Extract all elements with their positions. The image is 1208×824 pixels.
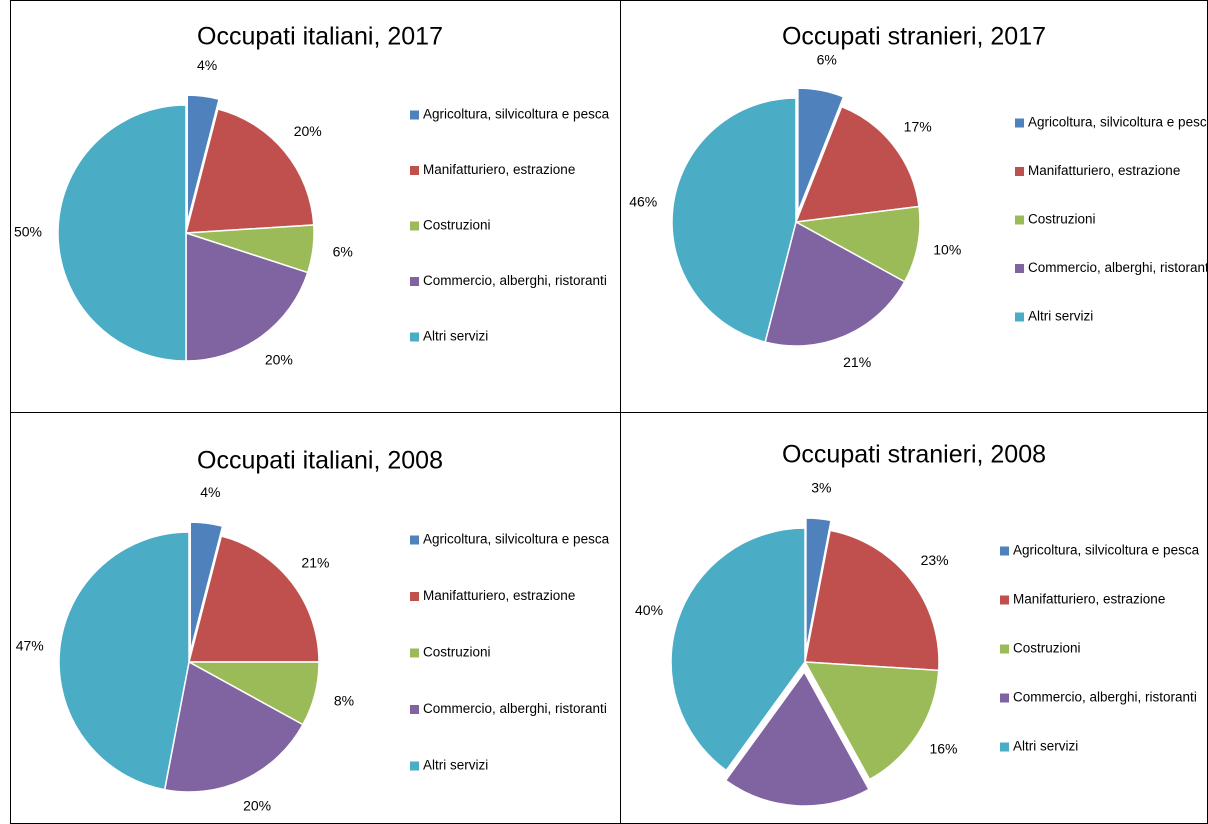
legend-label: Manifatturiero, estrazione xyxy=(1013,592,1165,607)
legend-swatch xyxy=(1015,167,1024,176)
legend-swatch xyxy=(410,221,419,231)
data-label: 47% xyxy=(16,638,44,654)
pie-slice xyxy=(793,205,921,283)
data-label: 40% xyxy=(635,602,663,618)
pie-slice xyxy=(188,535,320,663)
legend-label: Agricoltura, silvicoltura e pesca xyxy=(423,107,610,122)
legend-label: Costruzioni xyxy=(1013,641,1081,656)
pie-slice xyxy=(724,670,870,807)
legend-label: Altri servizi xyxy=(423,758,488,773)
pie-slice xyxy=(163,660,304,793)
legend-label: Commercio, alberghi, ristoranti xyxy=(423,701,607,716)
pie-slice xyxy=(57,104,187,362)
legend-label: Manifatturiero, estrazione xyxy=(423,588,575,603)
legend-swatch xyxy=(410,332,419,342)
legend-label: Altri servizi xyxy=(423,329,488,344)
legend-label: Agricoltura, silvicoltura e pesca xyxy=(423,532,610,547)
legend-label: Altri servizi xyxy=(1013,739,1078,754)
pie-slice xyxy=(670,527,806,772)
pie-slice xyxy=(804,529,940,672)
pie-slice xyxy=(58,531,190,791)
legend-swatch xyxy=(1015,118,1024,128)
legend-swatch xyxy=(410,705,419,714)
pie-slice xyxy=(805,517,832,653)
data-label: 8% xyxy=(334,692,354,708)
data-label: 6% xyxy=(817,52,837,68)
data-label: 6% xyxy=(333,244,353,260)
data-label: 4% xyxy=(197,57,217,73)
data-label: 23% xyxy=(921,552,949,568)
legend-label: Costruzioni xyxy=(423,645,491,660)
legend-label: Agricoltura, silvicoltura e pesca xyxy=(1028,115,1208,130)
data-label: 3% xyxy=(811,479,831,495)
legend-swatch xyxy=(410,277,419,286)
legend-swatch xyxy=(410,592,419,601)
data-label: 50% xyxy=(14,224,42,240)
chart-title: Occupati italiani, 2017 xyxy=(197,23,443,51)
legend-label: Commercio, alberghi, ristoranti xyxy=(1028,260,1208,275)
legend-swatch xyxy=(1000,693,1009,703)
legend-swatch xyxy=(1015,312,1024,322)
legend-swatch xyxy=(410,761,419,771)
legend-swatch xyxy=(1000,742,1009,752)
data-label: 16% xyxy=(929,741,957,757)
data-label: 21% xyxy=(843,354,871,370)
chart-title: Occupati italiani, 2008 xyxy=(197,447,443,475)
data-label: 21% xyxy=(301,555,329,571)
legend-swatch xyxy=(1015,215,1024,225)
chart-title: Occupati stranieri, 2017 xyxy=(782,23,1046,51)
pie-slice xyxy=(803,661,940,781)
legend-label: Costruzioni xyxy=(423,218,491,233)
pie-slice xyxy=(794,105,920,223)
legend-swatch xyxy=(1000,595,1009,605)
pie-slice xyxy=(185,108,315,234)
data-label: 10% xyxy=(933,242,961,258)
pie-slice xyxy=(189,521,224,653)
legend-label: Commercio, alberghi, ristoranti xyxy=(1013,690,1197,705)
legend-swatch xyxy=(1015,264,1024,273)
legend-label: Manifatturiero, estrazione xyxy=(423,162,575,177)
data-label: 17% xyxy=(904,118,932,134)
pie-slice xyxy=(185,231,309,362)
data-label: 4% xyxy=(200,484,220,500)
legend-label: Commercio, alberghi, ristoranti xyxy=(423,273,607,288)
data-label: 20% xyxy=(294,123,322,139)
legend-swatch xyxy=(410,535,419,545)
chart-title: Occupati stranieri, 2008 xyxy=(782,441,1046,469)
pie-slice xyxy=(671,97,797,344)
data-label: 20% xyxy=(243,797,271,813)
legend-label: Manifatturiero, estrazione xyxy=(1028,163,1180,178)
data-label: 46% xyxy=(629,193,657,209)
legend-swatch xyxy=(1000,546,1009,556)
legend-swatch xyxy=(410,648,419,658)
legend-label: Agricoltura, silvicoltura e pesca xyxy=(1013,543,1200,558)
pie-slice xyxy=(797,87,845,213)
data-label: 20% xyxy=(265,352,293,368)
pie-slice xyxy=(186,94,220,224)
legend-label: Altri servizi xyxy=(1028,309,1093,324)
pie-slice xyxy=(764,220,906,347)
legend-swatch xyxy=(410,110,419,120)
legend-swatch xyxy=(1000,644,1009,654)
legend-swatch xyxy=(410,166,419,175)
legend-label: Costruzioni xyxy=(1028,212,1096,227)
